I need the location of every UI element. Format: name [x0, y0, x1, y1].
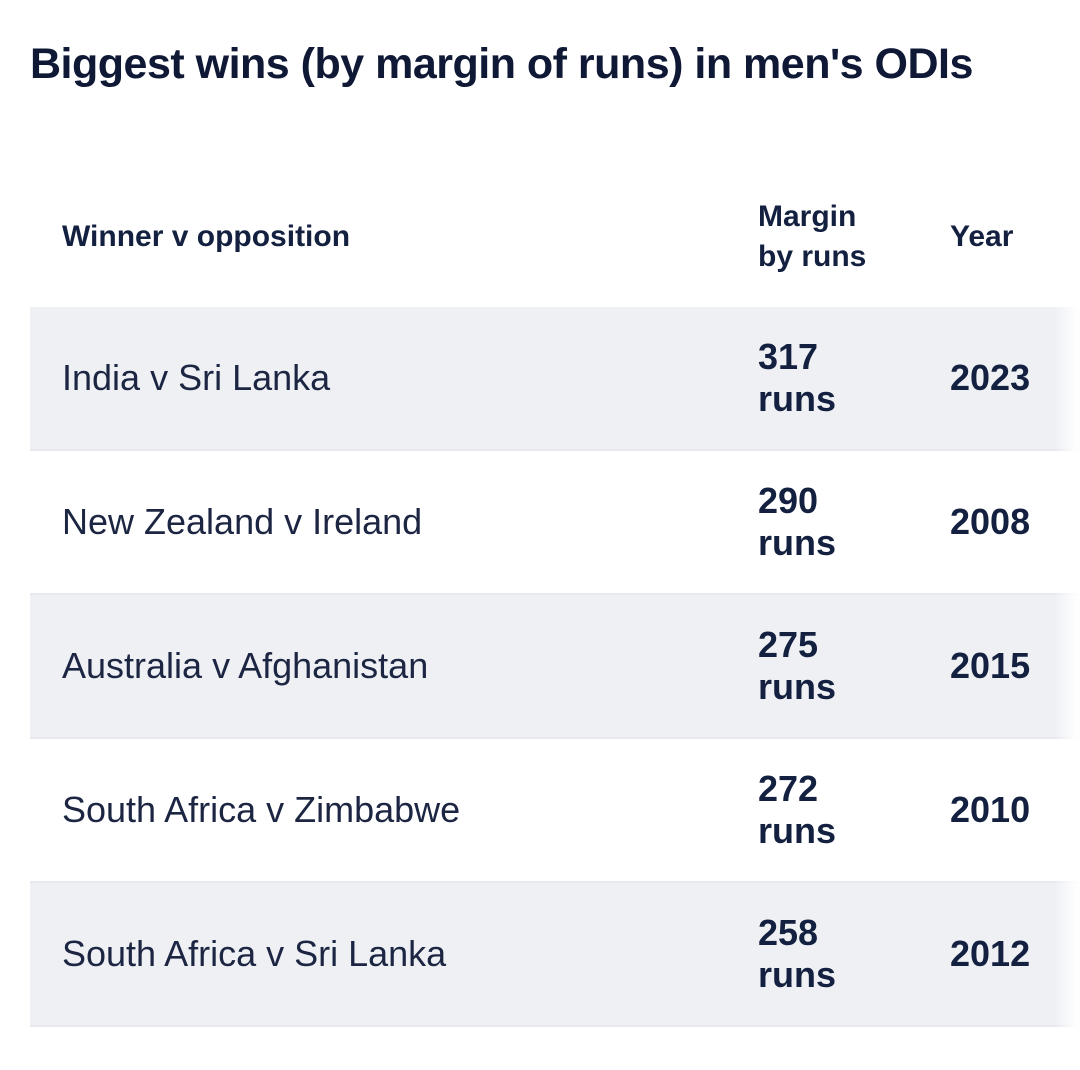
year-cell: 2023 — [950, 357, 1031, 398]
table-row: New Zealand v Ireland 290 runs 2008 — [30, 451, 1080, 595]
year-cell: 2010 — [950, 789, 1031, 830]
page: Biggest wins (by margin of runs) in men'… — [0, 36, 1080, 1070]
margin-cell: 275 runs — [758, 624, 837, 707]
match-cell: New Zealand v Ireland — [62, 501, 423, 542]
table-header-row: Winner v opposition Margin by runs Year — [30, 167, 1080, 307]
table-row: South Africa v Zimbabwe 272 runs 2010 — [30, 739, 1080, 883]
table-row: India v Sri Lanka 317 runs 2023 — [30, 307, 1080, 451]
table-row: South Africa v Sri Lanka 258 runs 2012 — [30, 883, 1080, 1027]
match-cell: South Africa v Sri Lanka — [62, 933, 447, 974]
margin-cell: 317 runs — [758, 336, 837, 419]
column-header-margin-by-runs: Margin by runs — [758, 200, 867, 273]
match-cell: India v Sri Lanka — [62, 357, 331, 398]
margin-cell: 272 runs — [758, 768, 837, 851]
column-header-winner-v-opposition: Winner v opposition — [62, 220, 351, 253]
year-cell: 2012 — [950, 933, 1031, 974]
margin-cell: 290 runs — [758, 480, 837, 563]
year-cell: 2015 — [950, 645, 1031, 686]
match-cell: South Africa v Zimbabwe — [62, 789, 461, 830]
margin-cell: 258 runs — [758, 912, 837, 995]
table-body: India v Sri Lanka 317 runs 2023 New Zeal… — [30, 307, 1080, 1027]
year-cell: 2008 — [950, 501, 1031, 542]
column-header-year: Year — [950, 220, 1014, 253]
table-row: Australia v Afghanistan 275 runs 2015 — [30, 595, 1080, 739]
biggest-wins-table[interactable]: Winner v opposition Margin by runs Year … — [30, 167, 1080, 1027]
match-cell: Australia v Afghanistan — [62, 645, 429, 686]
page-title: Biggest wins (by margin of runs) in men'… — [30, 40, 973, 88]
